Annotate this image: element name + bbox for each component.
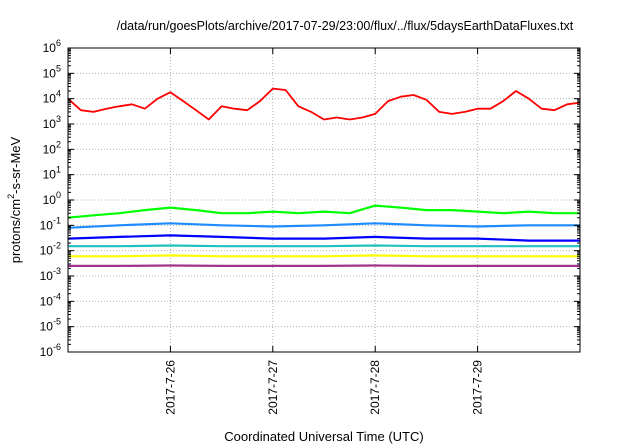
y-tick-label: 10-1 [40, 215, 61, 232]
y-tick-label: 10-2 [40, 241, 61, 258]
series-line-2 [67, 222, 580, 229]
series-line-0 [67, 87, 581, 121]
series-line-3 [67, 234, 580, 242]
y-tick-label: 104 [43, 89, 61, 106]
y-tick-label: 101 [43, 165, 61, 182]
y-tick-label: 10-6 [40, 342, 61, 359]
x-tick-label: 2017-7-26 [163, 360, 177, 415]
x-tick-labels: 2017-7-26 2017-7-27 2017-7-28 2017-7-29 [163, 360, 484, 415]
y-tick-label: 10-5 [40, 317, 61, 334]
y-tick-label: 106 [43, 38, 61, 55]
y-tick-label: 105 [43, 63, 61, 80]
x-axis-label: Coordinated Universal Time (UTC) [224, 429, 423, 444]
y-tick-label: 10-4 [40, 291, 61, 308]
axis-ticks [68, 47, 580, 353]
y-axis-label: protons/cm2-s-sr-MeV [6, 136, 23, 263]
x-tick-label: 2017-7-29 [471, 360, 485, 415]
series-line-5 [68, 254, 580, 258]
series-line-1 [67, 204, 580, 219]
grid-lines [68, 48, 580, 352]
y-axis-label-sup: 2 [6, 194, 16, 199]
series-line-4 [68, 244, 580, 248]
y-tick-label: 102 [43, 139, 61, 156]
y-tick-labels: 10-6 10-5 10-4 10-3 10-2 10-1 100 101 102 103 104 1… [40, 38, 61, 359]
x-tick-label: 2017-7-28 [368, 360, 382, 415]
chart-title: /data/run/goesPlots/archive/2017-07-29/2… [117, 19, 574, 33]
x-tick-label: 2017-7-27 [266, 360, 280, 415]
series-lines [67, 87, 581, 267]
y-tick-label: 100 [43, 190, 61, 207]
y-tick-label: 103 [43, 114, 61, 131]
y-tick-label: 10-3 [40, 266, 61, 283]
y-axis-label-base: protons/cm [8, 199, 23, 263]
y-axis-label-rest: -s-sr-MeV [8, 136, 23, 193]
